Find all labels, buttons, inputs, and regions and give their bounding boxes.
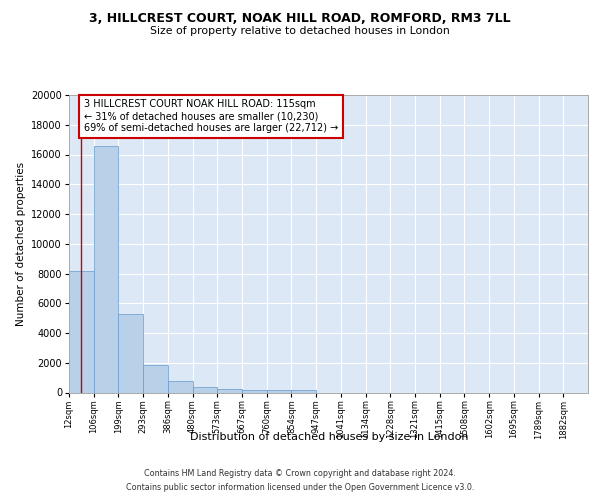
Bar [267, 390, 292, 392]
Bar [94, 146, 118, 392]
Text: Distribution of detached houses by size in London: Distribution of detached houses by size … [190, 432, 468, 442]
Text: Size of property relative to detached houses in London: Size of property relative to detached ho… [150, 26, 450, 36]
Text: Contains public sector information licensed under the Open Government Licence v3: Contains public sector information licen… [126, 483, 474, 492]
Y-axis label: Number of detached properties: Number of detached properties [16, 162, 26, 326]
Bar [168, 382, 193, 392]
Bar [143, 365, 168, 392]
Text: Contains HM Land Registry data © Crown copyright and database right 2024.: Contains HM Land Registry data © Crown c… [144, 470, 456, 478]
Bar [292, 390, 316, 392]
Text: 3 HILLCREST COURT NOAK HILL ROAD: 115sqm
← 31% of detached houses are smaller (1: 3 HILLCREST COURT NOAK HILL ROAD: 115sqm… [84, 100, 338, 132]
Text: 3, HILLCREST COURT, NOAK HILL ROAD, ROMFORD, RM3 7LL: 3, HILLCREST COURT, NOAK HILL ROAD, ROMF… [89, 12, 511, 26]
Bar [217, 388, 242, 392]
Bar [242, 390, 267, 392]
Bar [193, 388, 217, 392]
Bar [118, 314, 143, 392]
Bar [69, 270, 94, 392]
